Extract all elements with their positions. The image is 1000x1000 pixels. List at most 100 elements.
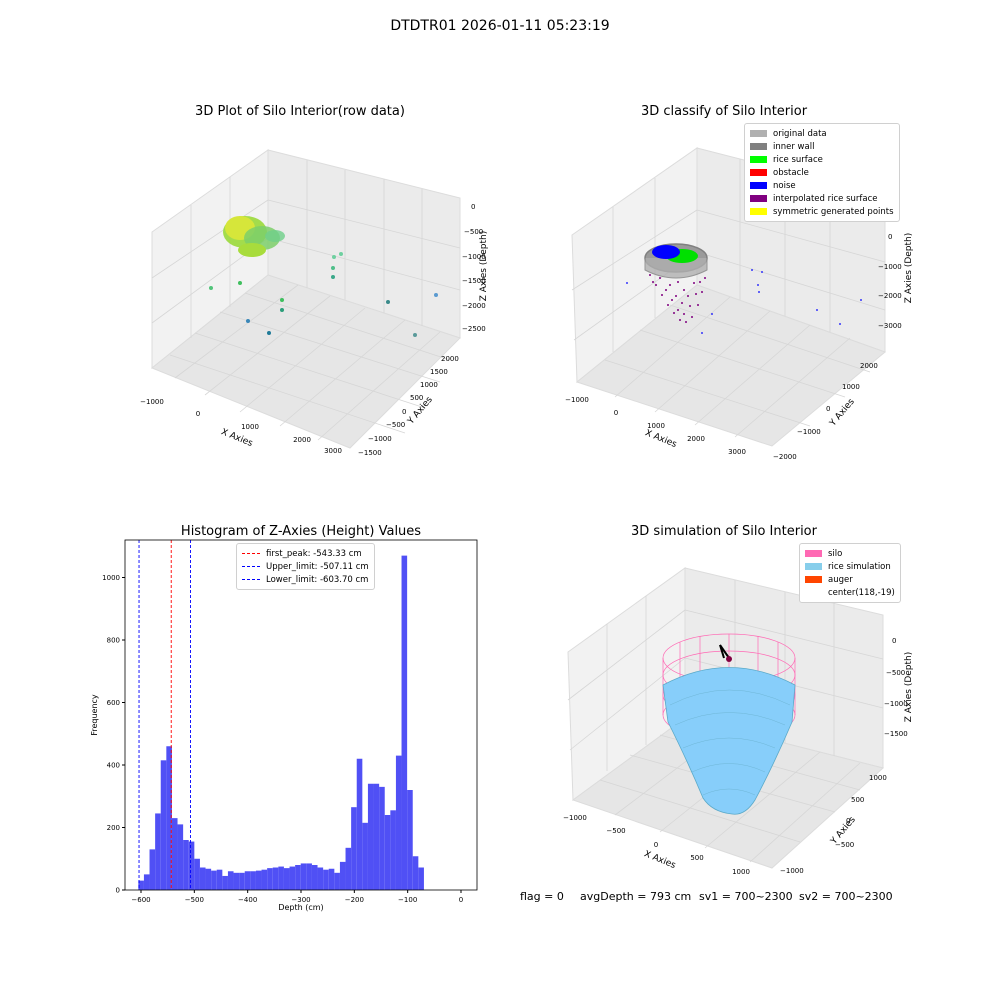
raw-xtick: 0 <box>196 410 200 418</box>
simulation-xtick: 500 <box>690 854 703 862</box>
classify-legend: original data inner wall rice surface ob… <box>744 123 900 222</box>
raw-3d-plot: −1000 0 1000 2000 3000 −1500 −1000 −500 … <box>140 149 489 457</box>
histogram-x-tick-label: −400 <box>238 896 257 904</box>
legend-swatch <box>805 550 822 557</box>
simulation-xtick: 0 <box>654 841 658 849</box>
histogram-bar <box>306 863 312 890</box>
interpolated-rice-surface <box>649 274 706 323</box>
histogram-bar <box>328 868 335 890</box>
legend-line-red <box>242 553 260 554</box>
histogram-x-tick-label: −100 <box>398 896 417 904</box>
classify-xtick: 0 <box>614 409 618 417</box>
legend-swatch <box>750 195 767 202</box>
histogram-x-tick-label: −600 <box>131 896 150 904</box>
histogram-bar <box>239 872 245 890</box>
classified-points <box>626 243 862 334</box>
simulation-ytick: 500 <box>851 796 864 804</box>
histogram-x-tick-label: −500 <box>185 896 204 904</box>
histogram-bar <box>155 813 161 890</box>
rice-simulation-surface <box>662 667 796 815</box>
legend-entry-noise: noise <box>750 179 894 192</box>
legend-label: symmetric generated points <box>773 206 894 217</box>
raw-xtick: 1000 <box>241 423 259 431</box>
legend-entry-lower-limit: Lower_limit: -603.70 cm <box>242 573 369 586</box>
raw-ztick: −2500 <box>462 325 486 333</box>
histogram-y-ticks: 0 200 400 600 800 1000 <box>102 574 125 895</box>
histogram-bar <box>255 870 262 890</box>
raw-ytick: 500 <box>410 394 423 402</box>
legend-label: Upper_limit: -507.11 cm <box>266 561 369 572</box>
legend-entry-obstacle: obstacle <box>750 166 894 179</box>
histogram-x-ticks: −600 −500 −400 −300 −200 −100 0 <box>131 890 463 904</box>
status-sv2: sv2 = 700~2300 <box>799 890 893 903</box>
status-sv1: sv1 = 700~2300 <box>699 890 793 903</box>
histogram-bar <box>143 874 150 890</box>
classify-ytick: −1000 <box>797 428 821 436</box>
histogram-y-tick-label: 600 <box>107 699 120 707</box>
histogram-bar <box>323 869 329 890</box>
raw-ytick: 2000 <box>441 355 459 363</box>
histogram-y-tick-label: 1000 <box>102 574 120 582</box>
histogram-bar <box>390 810 396 890</box>
legend-label: interpolated rice surface <box>773 193 878 204</box>
simulation-xlabel: X Axies <box>642 849 677 871</box>
legend-entry-silo: silo <box>805 547 895 560</box>
histogram-legend: first_peak: -543.33 cm Upper_limit: -507… <box>236 543 375 590</box>
histogram-bar <box>149 849 156 890</box>
histogram-bar <box>177 824 184 890</box>
histogram-x-tick-label: −200 <box>345 896 364 904</box>
histogram-bar <box>367 783 374 890</box>
raw-xtick: 2000 <box>293 436 311 444</box>
legend-entry-rice-simulation: rice simulation <box>805 560 895 573</box>
simulation-ztick: −1500 <box>884 730 908 738</box>
auger-marker <box>719 644 732 662</box>
noise-points-cluster <box>652 245 680 259</box>
histogram-bar <box>250 871 256 890</box>
histogram-bar <box>401 555 408 890</box>
legend-entry-inner-wall: inner wall <box>750 140 894 153</box>
raw-ytick: 1500 <box>430 368 448 376</box>
legend-swatch <box>805 589 822 596</box>
legend-line-blue <box>242 579 260 580</box>
raw-ztick: −500 <box>464 228 483 236</box>
histogram-bar <box>160 760 167 890</box>
legend-line-blue <box>242 566 260 567</box>
classify-plot-title: 3D classify of Silo Interior <box>640 104 808 119</box>
raw-ztick: −1500 <box>462 277 486 285</box>
histogram-bar <box>373 783 380 890</box>
classify-ytick: 0 <box>826 405 830 413</box>
raw-ytick: −1500 <box>358 449 382 457</box>
classify-ytick: 1000 <box>842 383 860 391</box>
classify-xlabel: X Axies <box>643 428 678 450</box>
legend-swatch <box>750 169 767 176</box>
simulation-xtick: −1000 <box>563 814 587 822</box>
histogram-bar <box>272 867 279 890</box>
simulation-ztick: −500 <box>886 669 905 677</box>
legend-label: center(118,-19) <box>828 587 895 598</box>
histogram-bar <box>407 790 413 890</box>
legend-entry-auger: auger <box>805 573 895 586</box>
histogram-bar <box>283 868 290 890</box>
histogram-y-tick-label: 800 <box>107 637 120 645</box>
simulation-ztick: 0 <box>892 637 896 645</box>
histogram-bar <box>412 856 419 890</box>
legend-label: rice simulation <box>828 561 891 572</box>
raw-point-cloud <box>209 216 438 337</box>
histogram-reference-lines <box>138 540 191 890</box>
raw-ztick: −1000 <box>462 253 486 261</box>
simulation-xtick: −500 <box>606 827 625 835</box>
histogram-x-tick-label: 0 <box>459 896 463 904</box>
histogram-x-tick-label: −300 <box>291 896 310 904</box>
simulation-ztick: −1000 <box>884 700 908 708</box>
classify-xtick: 3000 <box>728 448 746 456</box>
simulation-zlabel: Z Axies (Depth) <box>904 652 914 723</box>
classify-ztick: −2000 <box>878 292 902 300</box>
histogram-bar <box>166 746 172 890</box>
legend-label: Lower_limit: -603.70 cm <box>266 574 369 585</box>
histogram-bar <box>418 867 424 890</box>
inner-wall-body <box>644 258 708 279</box>
legend-label: silo <box>828 548 843 559</box>
histogram-bar <box>334 872 340 890</box>
histogram-bar <box>339 861 346 890</box>
legend-label: original data <box>773 128 827 139</box>
